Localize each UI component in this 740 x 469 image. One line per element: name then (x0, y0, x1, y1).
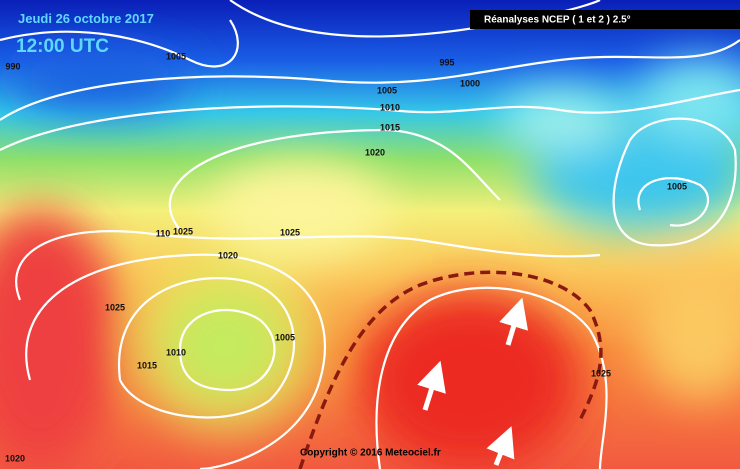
source-box (470, 10, 740, 29)
isobar-label: 1015 (380, 122, 400, 132)
isobar-label: 1005 (377, 85, 397, 95)
isobar-label: 1010 (166, 347, 186, 357)
isobar-label: 1025 (173, 226, 193, 236)
isobar-label: 1020 (218, 250, 238, 260)
isobar-label: 1005 (667, 181, 687, 191)
isobar-label: 1000 (460, 78, 480, 88)
isobar-label: 1025 (280, 227, 300, 237)
date: Jeudi 26 octobre 2017 (18, 11, 154, 26)
isobar-label: 1020 (365, 147, 385, 157)
isobar-label: 1015 (137, 360, 157, 370)
isobar-labels: 1005 995 1000 990 1005 1010 1015 1020 10… (5, 51, 687, 463)
isobar-label: 1025 (591, 368, 611, 378)
wind-arrows (417, 297, 529, 466)
copyright: Copyright © 2016 Meteociel.fr (300, 448, 441, 459)
front-line (298, 270, 603, 469)
isobar-label: 1020 (5, 453, 25, 463)
isobar-label: 995 (439, 57, 454, 67)
isobar-label: 990 (5, 61, 20, 71)
isobar-label: 1025 (105, 302, 125, 312)
isobar-label: 1010 (380, 102, 400, 112)
source-label: Réanalyses NCEP ( 1 et 2 ) 2.5° (484, 15, 631, 26)
isobar-label: 1005 (275, 332, 295, 342)
isobar-label: 110 (156, 228, 171, 238)
time: 12:00 UTC (16, 36, 109, 57)
isobar-label: 1005 (166, 51, 186, 61)
